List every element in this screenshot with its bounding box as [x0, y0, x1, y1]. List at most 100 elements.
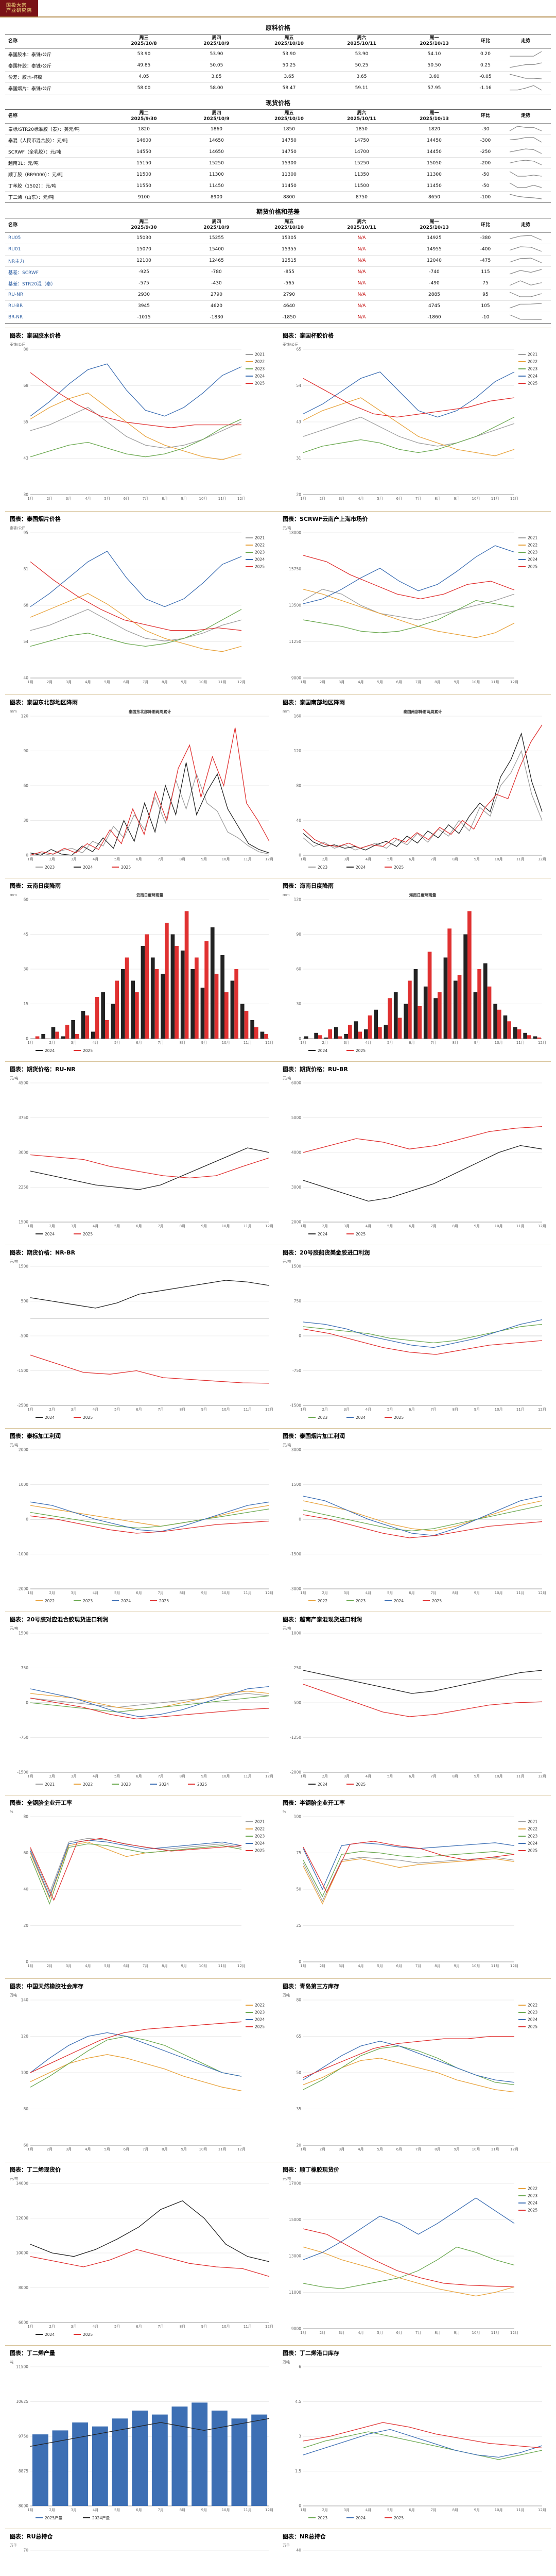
svg-text:8875: 8875: [19, 2469, 28, 2473]
svg-text:80: 80: [23, 2107, 28, 2111]
svg-text:3月: 3月: [339, 2331, 344, 2335]
svg-text:3月: 3月: [66, 497, 72, 501]
svg-text:2024: 2024: [318, 1232, 327, 1236]
svg-text:11月: 11月: [491, 2331, 499, 2335]
chart-caption-china-inventory: 图表：中国天然橡胶社会库存: [10, 1982, 83, 1990]
svg-text:-1500: -1500: [290, 1552, 301, 1556]
chart-rain-hainan: 120 90 60 30 01月 2月 3月 4月 5月 6月 7月 8月 9月 10月 11月 12月 mm 海…: [281, 891, 548, 1056]
value-cell: 11450: [398, 180, 471, 192]
change-cell: -1.16: [471, 82, 500, 94]
spark-cell: [500, 244, 551, 256]
svg-text:6月: 6月: [136, 1224, 142, 1228]
svg-text:2022: 2022: [528, 2186, 537, 2191]
spark-cell: [500, 255, 551, 267]
svg-text:11250: 11250: [289, 639, 301, 644]
svg-text:4月: 4月: [93, 1041, 98, 1045]
svg-text:5月: 5月: [377, 2147, 383, 2151]
svg-text:11月: 11月: [516, 1224, 525, 1228]
chart-block-mixed-import-profit: 图表：20号胶对应混合胶现货进口利润 1500 750 0 -750 -1500 1月 2月 3…: [5, 1611, 278, 1795]
chart-block-rain-hainan: 图表：海南日度降雨 120 90 60 30 0 1月 2月 3月 4月 5月 6月 7月 8月 9月 10月…: [278, 877, 551, 1061]
svg-text:10月: 10月: [222, 1774, 230, 1778]
chart-caption-ru-nr: 图表：期货价格：RU-NR: [10, 1065, 76, 1073]
svg-text:2022: 2022: [528, 2003, 537, 2007]
svg-text:6月: 6月: [136, 2325, 142, 2329]
value-cell: 2930: [108, 289, 180, 301]
svg-text:2月: 2月: [322, 1224, 327, 1228]
chart-ru-oi: 70605040301月2月3月4月5月6月7月8月9月10月11月12月万手2…: [8, 2541, 275, 2576]
svg-text:40: 40: [23, 1887, 28, 1891]
svg-text:65: 65: [296, 347, 301, 351]
chart-caption-thai-rss: 图表：泰国烟片价格: [10, 515, 61, 522]
svg-text:11月: 11月: [218, 680, 227, 684]
svg-text:1月: 1月: [27, 857, 33, 861]
svg-text:11月: 11月: [218, 2147, 227, 2151]
svg-text:6月: 6月: [409, 1224, 414, 1228]
column-date: 周二 2025/9/30: [108, 109, 180, 124]
svg-text:9月: 9月: [201, 1041, 207, 1045]
value-cell: 14750: [253, 134, 325, 146]
svg-text:2022: 2022: [318, 1599, 327, 1603]
row-name: RU-BR: [5, 300, 108, 312]
chart-block-ru-br: 图表：期货价格：RU-BR 6000 5000 4000 3000 2000 1月 2月 3月 4…: [278, 1061, 551, 1245]
svg-text:12月: 12月: [265, 1591, 273, 1595]
svg-text:11月: 11月: [218, 1964, 227, 1968]
trend-sparkline: [509, 126, 542, 131]
svg-text:2月: 2月: [49, 857, 55, 861]
svg-text:45: 45: [23, 932, 28, 937]
value-cell: 14650: [180, 134, 253, 146]
svg-text:3: 3: [299, 2434, 301, 2438]
svg-text:7月: 7月: [430, 857, 436, 861]
svg-text:750: 750: [21, 1666, 29, 1670]
svg-text:2025: 2025: [255, 1848, 265, 1853]
svg-text:云南日度降雨量: 云南日度降雨量: [136, 892, 164, 897]
value-cell: 58.00: [108, 82, 180, 94]
value-cell: 14700: [325, 146, 398, 158]
svg-text:2024: 2024: [394, 1599, 404, 1603]
svg-text:1月: 1月: [27, 680, 33, 684]
svg-text:2021: 2021: [255, 535, 265, 540]
chart-nr-oi: 40332518101月2月3月4月5月6月7月8月9月10月11月12月万手2…: [281, 2541, 548, 2576]
trend-sparkline: [509, 160, 542, 165]
value-cell: 11500: [108, 168, 180, 180]
svg-text:5月: 5月: [377, 497, 383, 501]
svg-text:9月: 9月: [181, 680, 186, 684]
value-cell: 4.05: [108, 71, 180, 83]
svg-text:11月: 11月: [491, 680, 499, 684]
charts-grid: 图表：泰国胶水价格 80 68 55 43 30 1月 2月 3月 4月 5月 6月 7月 8月 9月 10月…: [5, 327, 551, 2576]
svg-text:30: 30: [23, 818, 28, 823]
svg-text:泰铢/公斤: 泰铢/公斤: [283, 342, 298, 347]
svg-text:4月: 4月: [366, 1224, 371, 1228]
svg-text:2023: 2023: [528, 366, 537, 371]
svg-text:2月: 2月: [322, 1591, 327, 1595]
svg-text:9月: 9月: [181, 497, 186, 501]
svg-text:11月: 11月: [244, 2508, 252, 2512]
svg-text:2022: 2022: [255, 1826, 265, 1831]
svg-text:2月: 2月: [49, 1041, 55, 1045]
svg-text:2023: 2023: [255, 2010, 265, 2014]
svg-text:2月: 2月: [49, 2325, 55, 2329]
svg-text:3月: 3月: [339, 2147, 344, 2151]
svg-text:2月: 2月: [322, 1408, 327, 1412]
svg-text:2月: 2月: [47, 2147, 53, 2151]
svg-text:2000: 2000: [291, 1219, 301, 1224]
row-name: 价差：胶水-杯胶: [5, 71, 108, 83]
value-cell: 14450: [398, 134, 471, 146]
svg-text:2023: 2023: [255, 550, 265, 554]
svg-text:2024: 2024: [528, 557, 537, 562]
svg-text:5月: 5月: [114, 1041, 120, 1045]
svg-text:4月: 4月: [85, 1964, 91, 1968]
svg-text:5月: 5月: [104, 2147, 110, 2151]
svg-text:2024: 2024: [356, 2516, 366, 2520]
chart-semi-steel-rate: 100 75 50 25 01月 2月 3月 4月 5月 6月 7月 8月 9月 10月 11月 12月% 20…: [281, 1808, 548, 1973]
change-cell: 95: [471, 289, 500, 301]
svg-text:4500: 4500: [19, 1080, 28, 1085]
value-cell: 49.85: [108, 60, 180, 72]
chart-caption-mixed-import-profit: 图表：20号胶对应混合胶现货进口利润: [10, 1616, 109, 1623]
table-row: 泰混（人民币混合胶）：元/吨 14600 14650 14750 14750 14450-…: [5, 134, 551, 146]
svg-text:5月: 5月: [114, 1774, 120, 1778]
chart-block-thai-rss: 图表：泰国烟片价格 95 81 68 54 40 1月 2月 3月 4月 5月 6月 7月 8月 9月 10月…: [5, 511, 278, 694]
